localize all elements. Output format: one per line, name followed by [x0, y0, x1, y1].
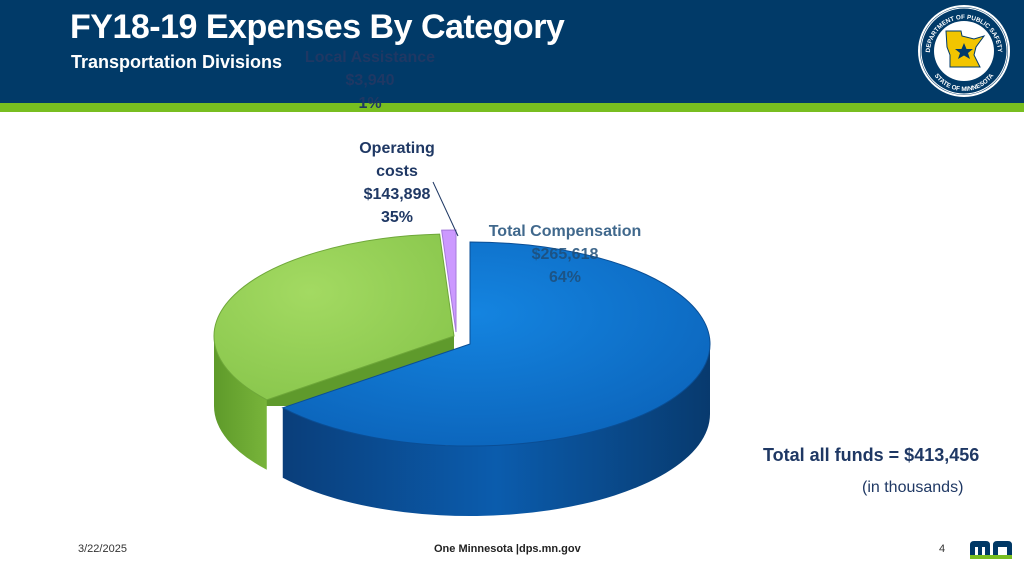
total-all-funds: Total all funds = $413,456 [763, 445, 980, 465]
slice-total-compensation [281, 241, 711, 447]
expense-pie-chart [213, 181, 711, 516]
mn-logo-icon [970, 541, 1012, 559]
label-local-percent: 1% [358, 95, 382, 112]
label-operating-value: $143,898 [363, 186, 431, 203]
page-title: FY18-19 Expenses By Category [70, 8, 565, 46]
header-accent-rule [0, 103, 1024, 112]
label-local-name: Local Assistance [304, 49, 436, 66]
slice-operating-costs [213, 233, 455, 401]
label-local-assistance: Local Assistance $3,940 1% [300, 46, 440, 115]
footer-page-number: 4 [939, 543, 946, 555]
dps-seal-icon: DEPARTMENT OF PUBLIC SAFETY STATE OF MIN… [918, 5, 1010, 97]
label-comp-name: Total Compensation [488, 223, 642, 240]
slice-local-assistance [441, 229, 457, 333]
label-local-value: $3,940 [345, 72, 395, 89]
label-operating-costs: Operating costs $143,898 35% [345, 137, 449, 229]
label-operating-name-1: Operating [359, 140, 435, 157]
local-assistance-leader-line [432, 181, 459, 237]
footer-date: 3/22/2025 [78, 543, 127, 555]
slice-side-total-compensation [282, 344, 710, 516]
footer-site: One Minnesota |dps.mn.gov [434, 543, 581, 555]
label-operating-percent: 35% [380, 209, 414, 226]
label-comp-value: $265,618 [531, 246, 599, 263]
page-subtitle: Transportation Divisions [71, 52, 283, 72]
label-comp-percent: 64% [548, 269, 582, 286]
label-operating-name-2: costs [376, 163, 418, 180]
units-note: (in thousands) [862, 479, 964, 496]
header-bar [0, 0, 1024, 103]
label-total-compensation: Total Compensation $265,618 64% [470, 220, 660, 289]
